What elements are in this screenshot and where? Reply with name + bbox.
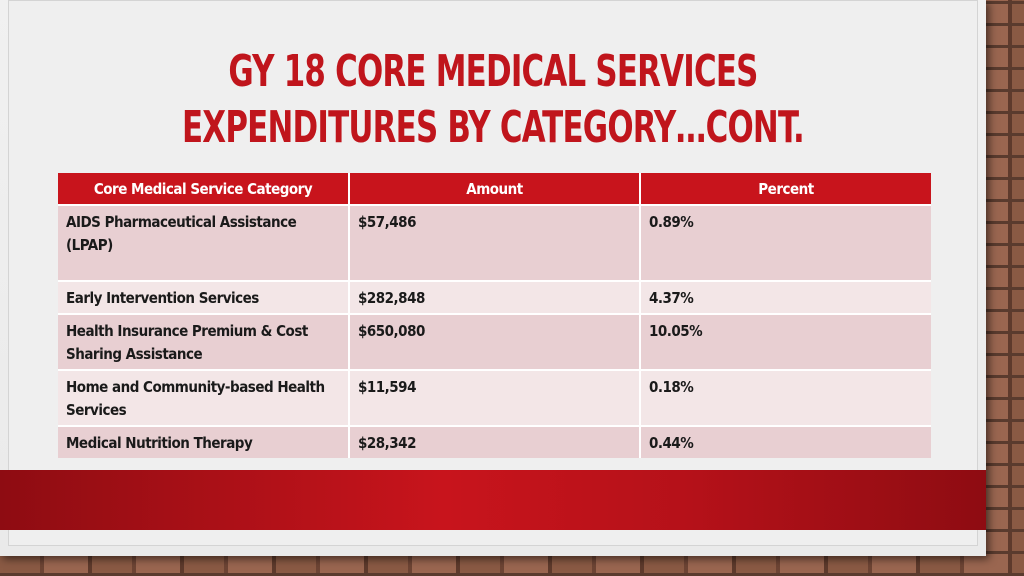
cell-percent: 4.37%: [640, 280, 931, 314]
cell-amount: $28,342: [349, 425, 641, 458]
cell-percent: 0.18%: [640, 369, 931, 426]
table-row: AIDS Pharmaceutical Assistance (LPAP) $5…: [58, 204, 931, 281]
slide: GY 18 Core Medical Services Expenditures…: [0, 0, 986, 556]
table-row: Health Insurance Premium & Cost Sharing …: [58, 313, 931, 370]
footer-accent-bar: [0, 470, 986, 530]
title-line-1: GY 18 Core Medical Services: [228, 46, 758, 97]
header-amount: Amount: [349, 173, 641, 205]
cell-category: Home and Community-based Health Services: [58, 369, 350, 426]
table-row: Medical Nutrition Therapy $28,342 0.44%: [58, 425, 931, 458]
cell-category: Early Intervention Services: [58, 280, 350, 314]
cell-amount: $11,594: [349, 369, 641, 426]
cell-category: AIDS Pharmaceutical Assistance (LPAP): [58, 204, 350, 281]
slide-title: GY 18 Core Medical Services Expenditures…: [0, 44, 986, 156]
cell-category: Health Insurance Premium & Cost Sharing …: [58, 313, 350, 370]
table-row: Home and Community-based Health Services…: [58, 369, 931, 426]
cell-percent: 0.44%: [640, 425, 931, 458]
cell-amount: $282,848: [349, 280, 641, 314]
cell-percent: 0.89%: [640, 204, 931, 281]
header-percent: Percent: [640, 173, 931, 205]
cell-category: Medical Nutrition Therapy: [58, 425, 350, 458]
cell-percent: 10.05%: [640, 313, 931, 370]
table-row: Early Intervention Services $282,848 4.3…: [58, 280, 931, 314]
header-category: Core Medical Service Category: [58, 173, 350, 205]
expenditures-table: Core Medical Service Category Amount Per…: [58, 173, 931, 458]
table-header-row: Core Medical Service Category Amount Per…: [58, 173, 931, 205]
cell-amount: $650,080: [349, 313, 641, 370]
cell-amount: $57,486: [349, 204, 641, 281]
title-line-2: Expenditures by Category…Cont.: [181, 102, 805, 153]
